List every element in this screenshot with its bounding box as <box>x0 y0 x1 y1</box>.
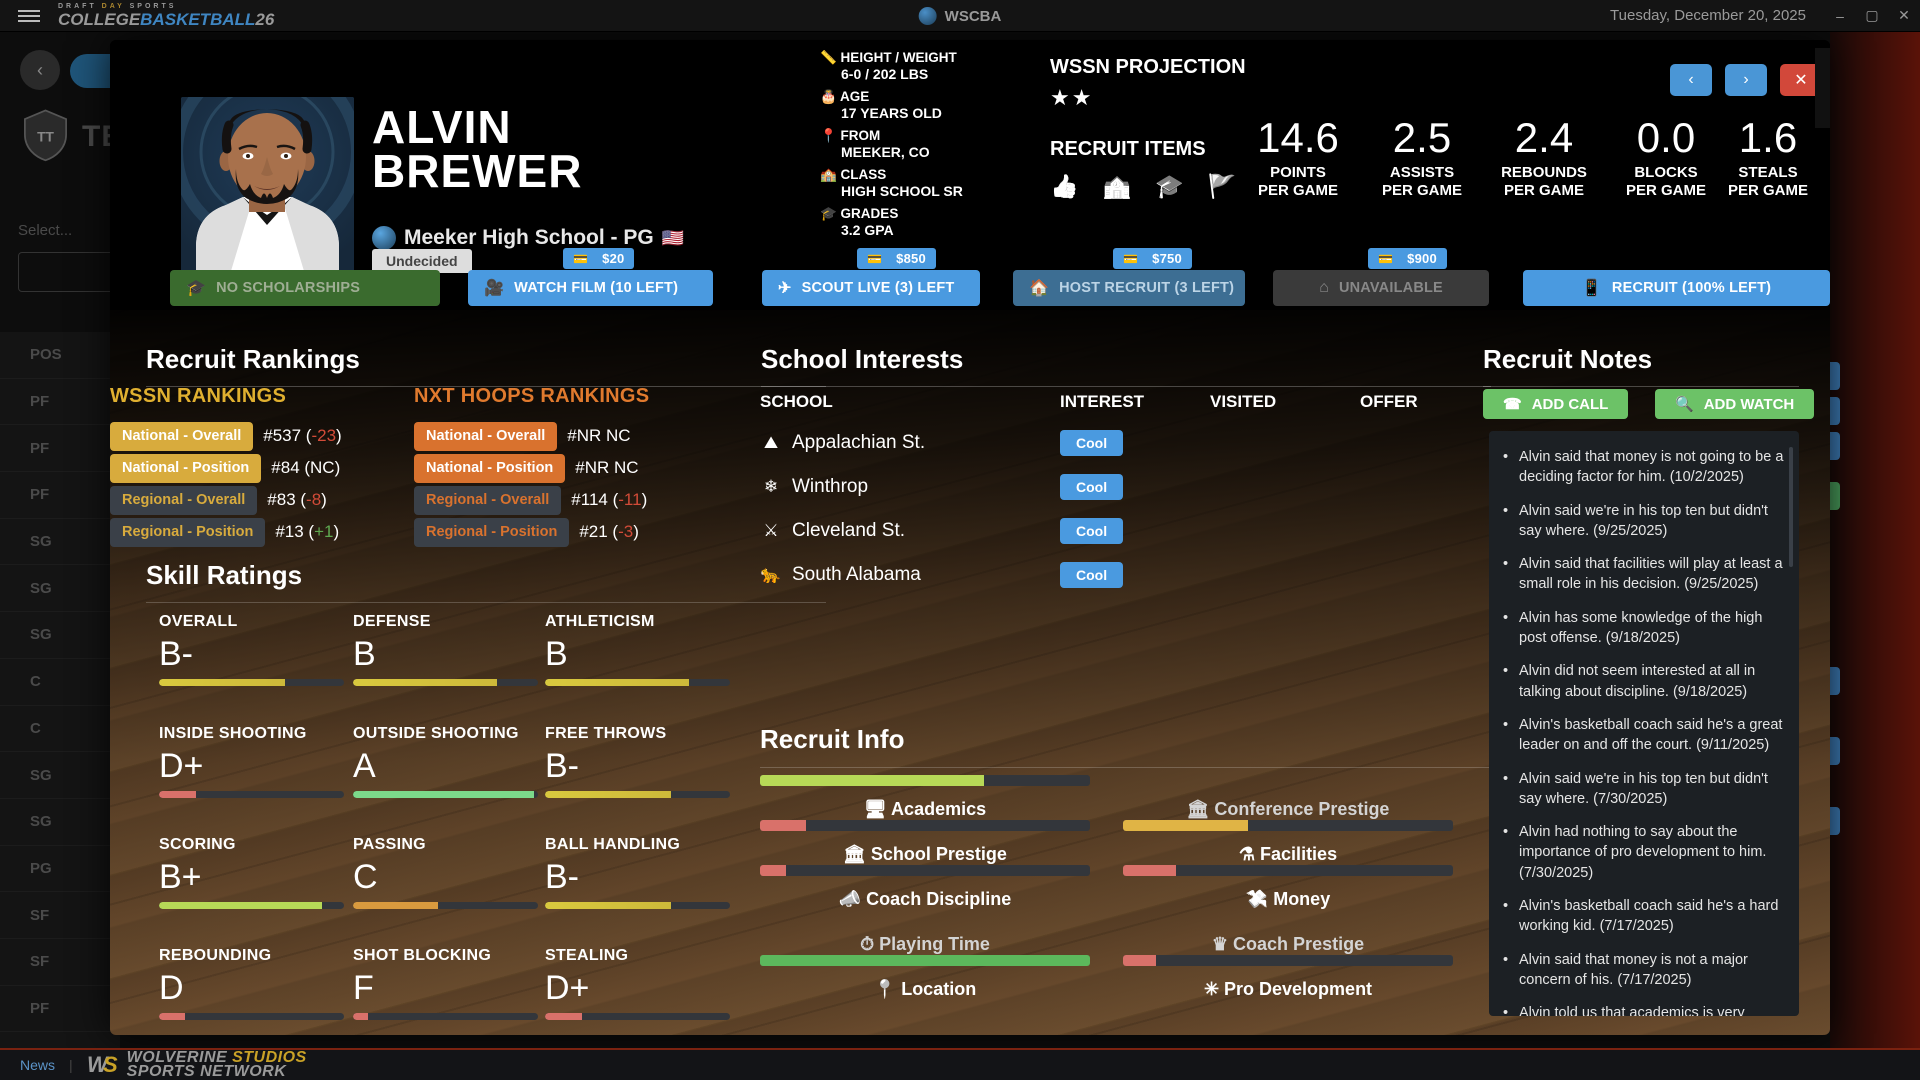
svg-text:S: S <box>103 1052 118 1077</box>
svg-text:TT: TT <box>37 129 54 144</box>
